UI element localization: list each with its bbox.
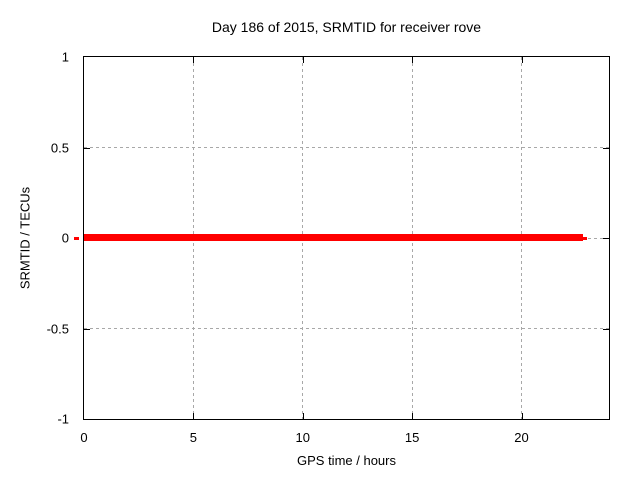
x-tick-label: 20 [514,430,529,445]
x-tick-mark-top [521,57,523,63]
x-tick-mark-bottom [302,413,304,419]
y-tick-label: -0.5 [46,321,69,336]
y-tick-label: 0 [61,230,69,246]
x-tick-mark-top [302,57,304,63]
chart-title: Day 186 of 2015, SRMTID for receiver rov… [211,19,482,35]
y-tick-mark-right [603,328,609,330]
x-tick-label: 0 [80,430,88,445]
data-series-start-cap [74,236,79,240]
x-tick-mark-top [412,57,414,63]
x-tick-mark-bottom [412,413,414,419]
gridline-horizontal [84,147,609,148]
x-tick-label: 15 [404,430,420,445]
y-tick-mark-left [84,328,90,330]
x-tick-mark-bottom [193,413,195,419]
y-tick-label: 1 [61,49,69,65]
y-tick-mark-right [603,147,609,149]
y-tick-label: 0.5 [50,140,69,155]
x-tick-mark-bottom [521,413,523,419]
x-axis-label: GPS time / hours [297,453,396,468]
y-axis-label: SRMTID / TECUs [17,186,33,290]
plot-area [83,56,610,420]
y-tick-mark-left [84,147,90,149]
x-tick-label: 5 [189,430,197,445]
gridline-horizontal [84,328,609,329]
y-tick-mark-right [603,238,609,239]
x-tick-label: 10 [295,430,310,445]
data-series-end-cap [582,236,587,240]
y-tick-label: -1 [57,411,69,427]
data-series-line [84,234,583,241]
x-tick-mark-top [193,57,195,63]
